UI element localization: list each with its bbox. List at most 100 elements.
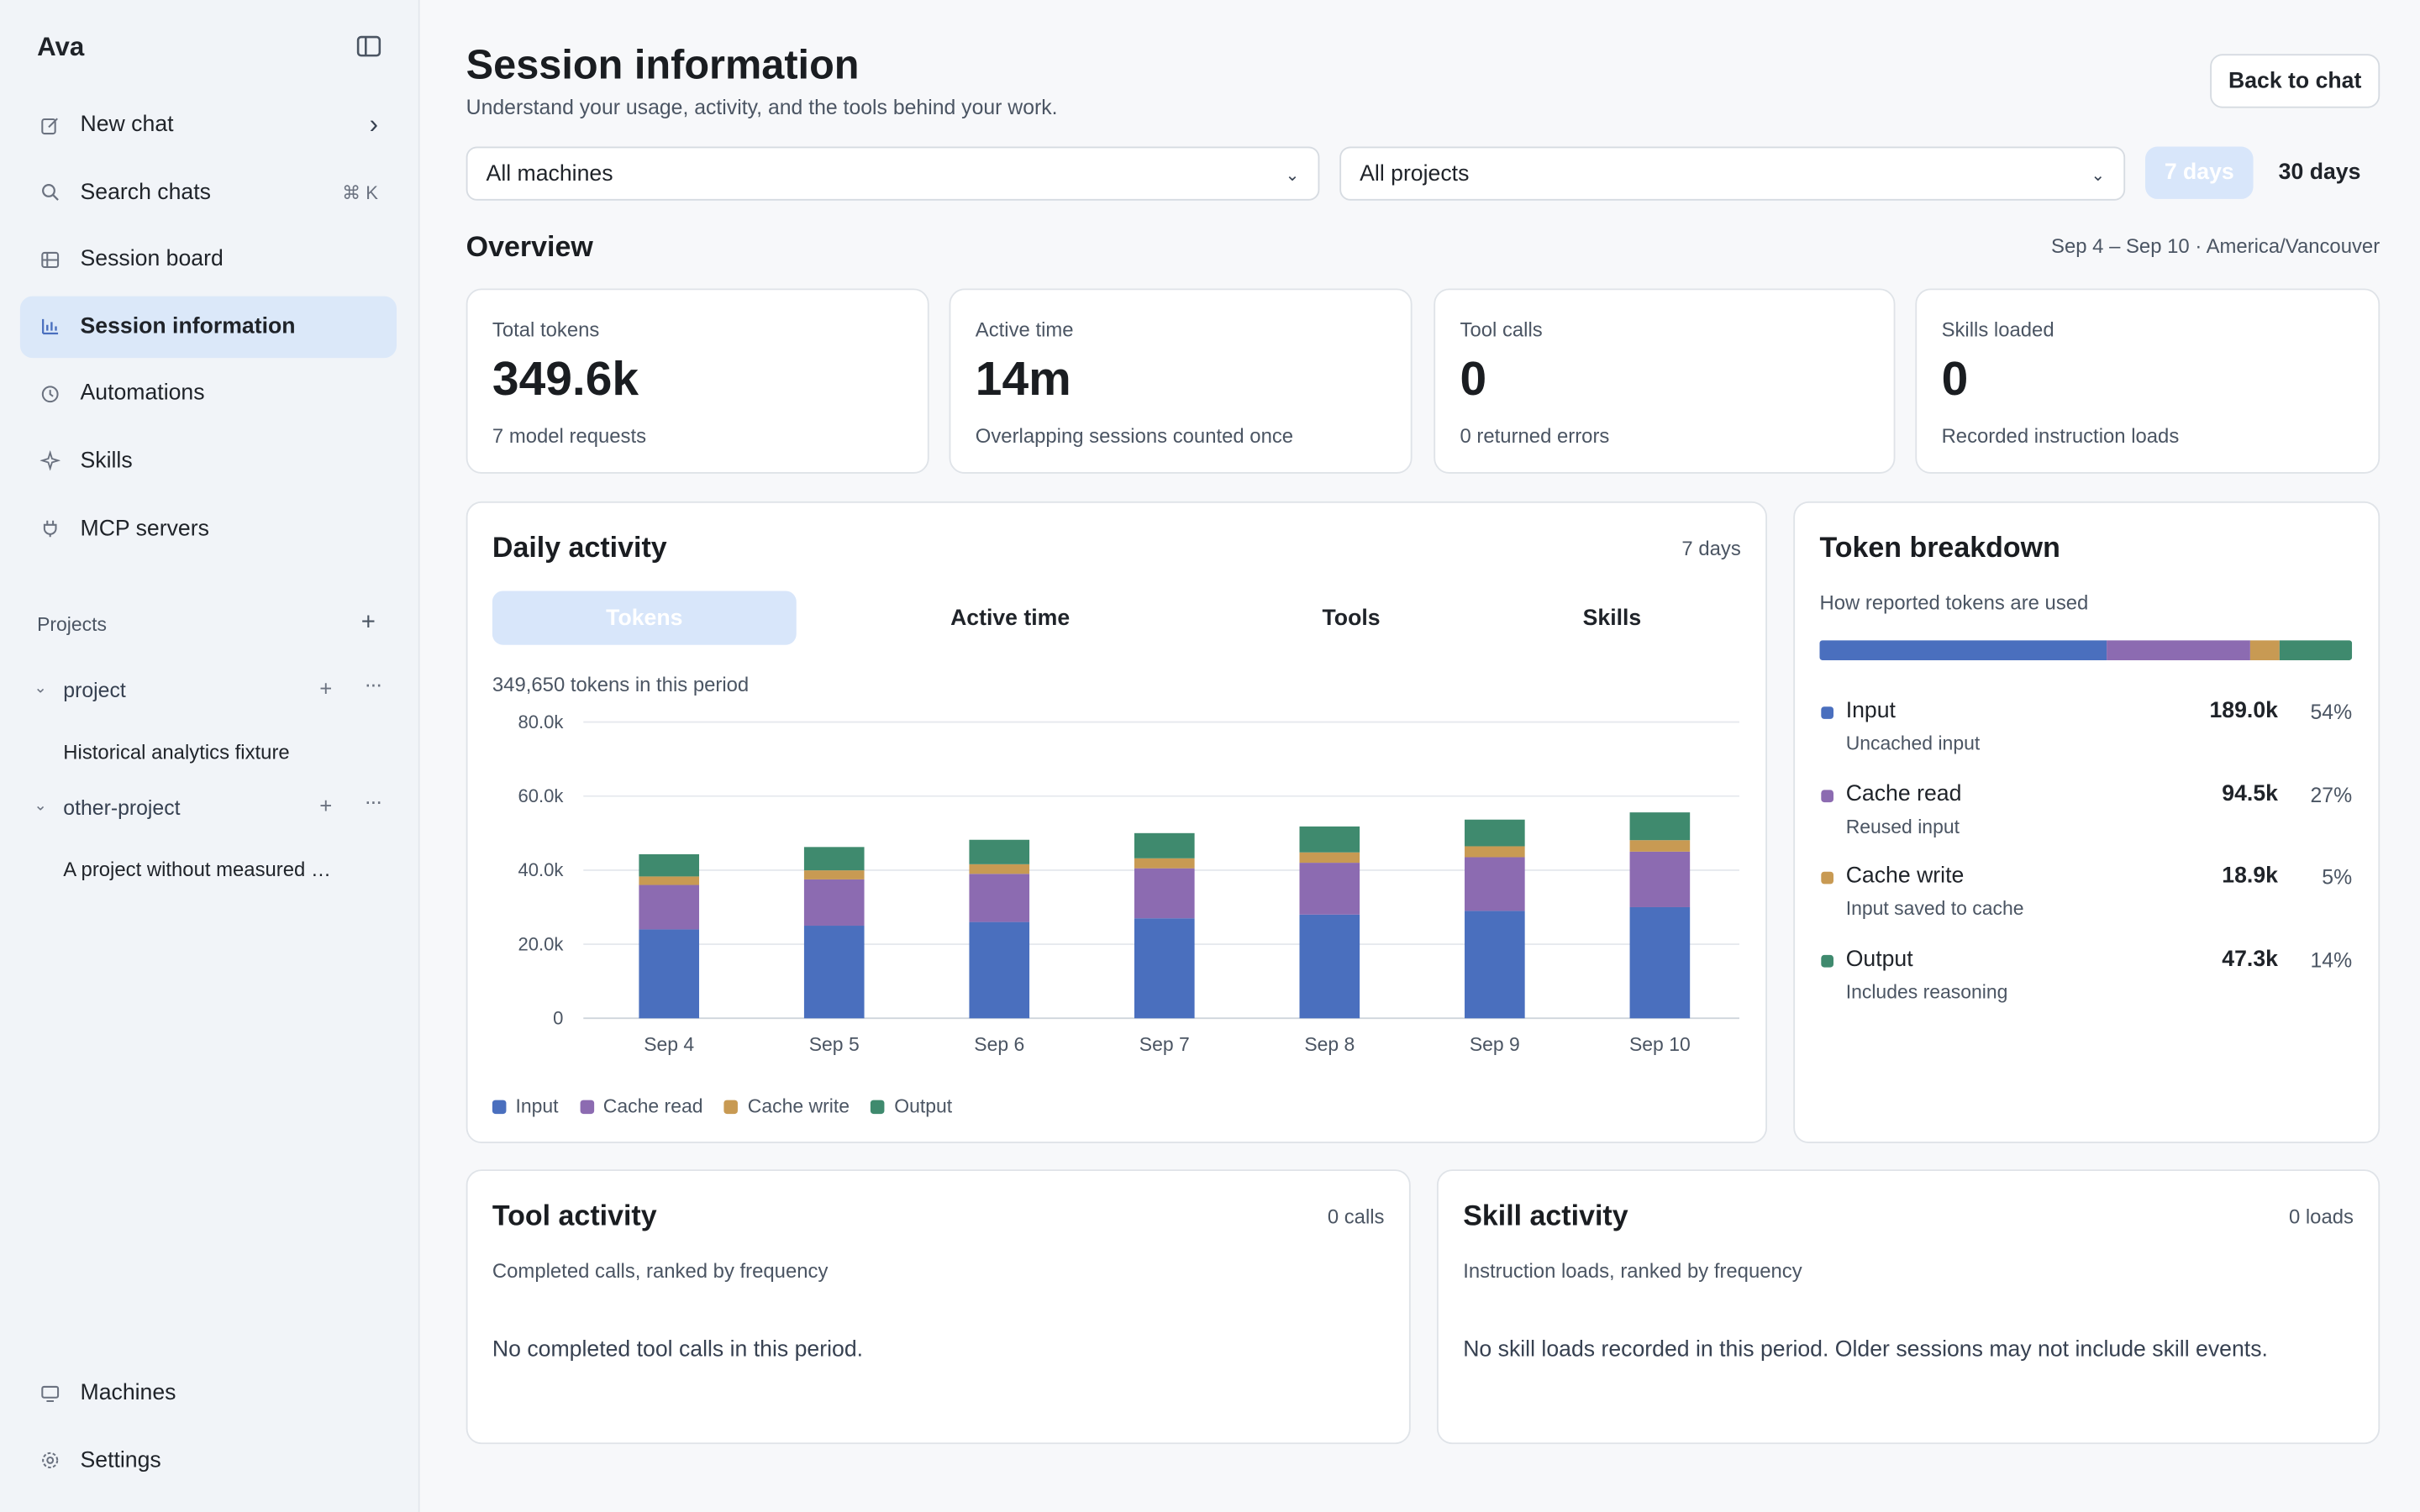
sidebar-item-session-information[interactable]: Session information	[19, 296, 397, 358]
sidebar-item-label: New chat	[80, 113, 174, 138]
overview-date-range: Sep 4 – Sep 10 · America/Vancouver	[2051, 234, 2381, 258]
y-tick-label: 0	[553, 1008, 563, 1029]
token-breakdown-card: Token breakdown How reported tokens are …	[1793, 501, 2381, 1143]
token-type-name: Output	[1845, 946, 1913, 972]
bar-segment	[1134, 868, 1195, 919]
add-chat-icon[interactable]: +	[319, 793, 333, 818]
chevron-down-icon: ⌄	[34, 680, 47, 698]
stat-value: 349.6k	[492, 351, 639, 407]
sidebar-item-automations[interactable]: Automations	[20, 363, 397, 424]
bar-segment	[1134, 858, 1195, 869]
token-type-desc: Reused input	[1845, 815, 1960, 837]
sidebar-toggle-icon[interactable]	[355, 33, 382, 60]
sidebar-item-label: Session information	[80, 314, 296, 339]
sidebar-item-label: Settings	[80, 1447, 161, 1473]
tab-tokens[interactable]: Tokens	[492, 591, 797, 645]
stat-label: Total tokens	[492, 318, 600, 341]
project-chat-item[interactable]: Historical analytics fixture	[63, 740, 290, 764]
stat-card-tool-calls: Tool calls 0 0 returned errors	[1434, 288, 1896, 474]
token-type-percent: 14%	[2310, 948, 2353, 972]
legend-swatch	[1821, 789, 1833, 802]
stat-label: Active time	[975, 318, 1074, 341]
y-tick-label: 20.0k	[518, 933, 564, 954]
bar-segment	[639, 853, 700, 877]
token-type-desc: Input saved to cache	[1845, 897, 2024, 920]
bar-segment	[1629, 906, 1691, 1019]
x-tick-label: Sep 5	[809, 1033, 860, 1055]
sidebar-item-machines[interactable]: Machines	[20, 1362, 397, 1424]
project-folder-project[interactable]: ⌄ project + ···	[34, 671, 388, 709]
token-type-name: Cache write	[1845, 864, 1965, 889]
add-chat-icon[interactable]: +	[319, 675, 333, 701]
tab-skills[interactable]: Skills	[1582, 605, 1642, 631]
bar-segment	[1629, 812, 1691, 841]
y-tick-label: 80.0k	[518, 711, 564, 732]
main-content: Session information Understand your usag…	[420, 0, 2420, 1512]
projects-section-label: Projects	[37, 614, 108, 636]
token-breakdown-row: Output Includes reasoning 47.3k 14%	[1819, 945, 2352, 1006]
sidebar-nav: New chat › Search chats ⌘ K Session boar…	[19, 94, 397, 564]
sidebar-item-search-chats[interactable]: Search chats ⌘ K	[20, 161, 397, 223]
chevron-right-icon: ›	[369, 109, 378, 139]
token-type-percent: 27%	[2310, 783, 2353, 806]
sidebar-item-session-board[interactable]: Session board	[20, 228, 397, 290]
bar-segment	[969, 874, 1030, 922]
tab-tools[interactable]: Tools	[1322, 605, 1381, 631]
more-icon[interactable]: ···	[364, 788, 382, 813]
bar-segment	[1629, 840, 1691, 852]
daily-activity-range: 7 days	[1681, 537, 1741, 560]
skill-activity-title: Skill activity	[1463, 1199, 1628, 1231]
tab-active-time[interactable]: Active time	[950, 605, 1071, 631]
add-project-icon[interactable]: +	[360, 609, 376, 636]
legend-item: Cache write	[724, 1095, 850, 1117]
y-tick-label: 40.0k	[518, 859, 564, 880]
legend-swatch	[871, 1099, 886, 1114]
machine-select[interactable]: All machines ⌄	[466, 146, 1320, 201]
tool-activity-empty-state: No completed tool calls in this period.	[492, 1337, 864, 1362]
bar-segment	[639, 929, 700, 1019]
token-breakdown-row: Cache write Input saved to cache 18.9k 5%	[1819, 863, 2352, 924]
project-chat-item[interactable]: A project without measured …	[63, 858, 331, 881]
stat-label: Tool calls	[1460, 318, 1543, 341]
machine-select-value: All machines	[486, 160, 613, 186]
token-type-desc: Uncached input	[1845, 732, 1981, 755]
token-type-value: 94.5k	[2222, 781, 2278, 806]
stat-subtext: 0 returned errors	[1460, 424, 1610, 448]
bar-segment	[1629, 851, 1691, 907]
sidebar-item-settings[interactable]: Settings	[20, 1430, 397, 1491]
sidebar-item-mcp-servers[interactable]: MCP servers	[20, 497, 397, 559]
clock-icon	[39, 383, 60, 405]
range-30-days-button[interactable]: 30 days	[2278, 160, 2361, 186]
x-tick-label: Sep 4	[644, 1033, 694, 1055]
token-type-percent: 54%	[2310, 700, 2353, 724]
stat-value: 0	[1941, 351, 1969, 407]
stat-card-skills-loaded: Skills loaded 0 Recorded instruction loa…	[1915, 288, 2381, 474]
bar-segment	[1134, 918, 1195, 1019]
stat-card-total-tokens: Total tokens 349.6k 7 model requests	[466, 288, 929, 474]
sidebar-item-skills[interactable]: Skills	[20, 430, 397, 491]
token-breakdown-desc: How reported tokens are used	[1819, 591, 2089, 615]
stat-subtext: Overlapping sessions counted once	[975, 424, 1294, 448]
skill-activity-card: Skill activity 0 loads Instruction loads…	[1436, 1169, 2381, 1445]
skill-activity-empty-state: No skill loads recorded in this period. …	[1463, 1337, 2268, 1362]
bar-segment	[1299, 914, 1360, 1019]
token-breakdown-row: Input Uncached input 189.0k 54%	[1819, 697, 2352, 759]
project-folder-other-project[interactable]: ⌄ other-project + ···	[34, 789, 388, 827]
chevron-down-icon: ⌄	[2091, 166, 2106, 186]
token-type-value: 189.0k	[2209, 699, 2278, 724]
sidebar-item-label: Session board	[80, 247, 224, 272]
back-to-chat-button[interactable]: Back to chat	[2210, 54, 2381, 108]
more-icon[interactable]: ···	[364, 670, 382, 696]
bar-segment	[969, 864, 1030, 874]
skill-activity-count: 0 loads	[2288, 1205, 2354, 1229]
bar-segment	[1465, 846, 1525, 858]
range-7-days-button[interactable]: 7 days	[2145, 146, 2254, 199]
project-select[interactable]: All projects ⌄	[1339, 146, 2126, 201]
bar-segment	[803, 879, 865, 927]
token-share-segment	[1819, 640, 2107, 661]
sidebar-item-new-chat[interactable]: New chat ›	[20, 94, 397, 155]
sidebar-item-label: Machines	[80, 1380, 176, 1406]
shortcut-hint: ⌘ K	[342, 181, 378, 203]
sidebar-bottom-nav: Machines Settings	[20, 1362, 397, 1497]
x-tick-label: Sep 8	[1304, 1033, 1355, 1055]
